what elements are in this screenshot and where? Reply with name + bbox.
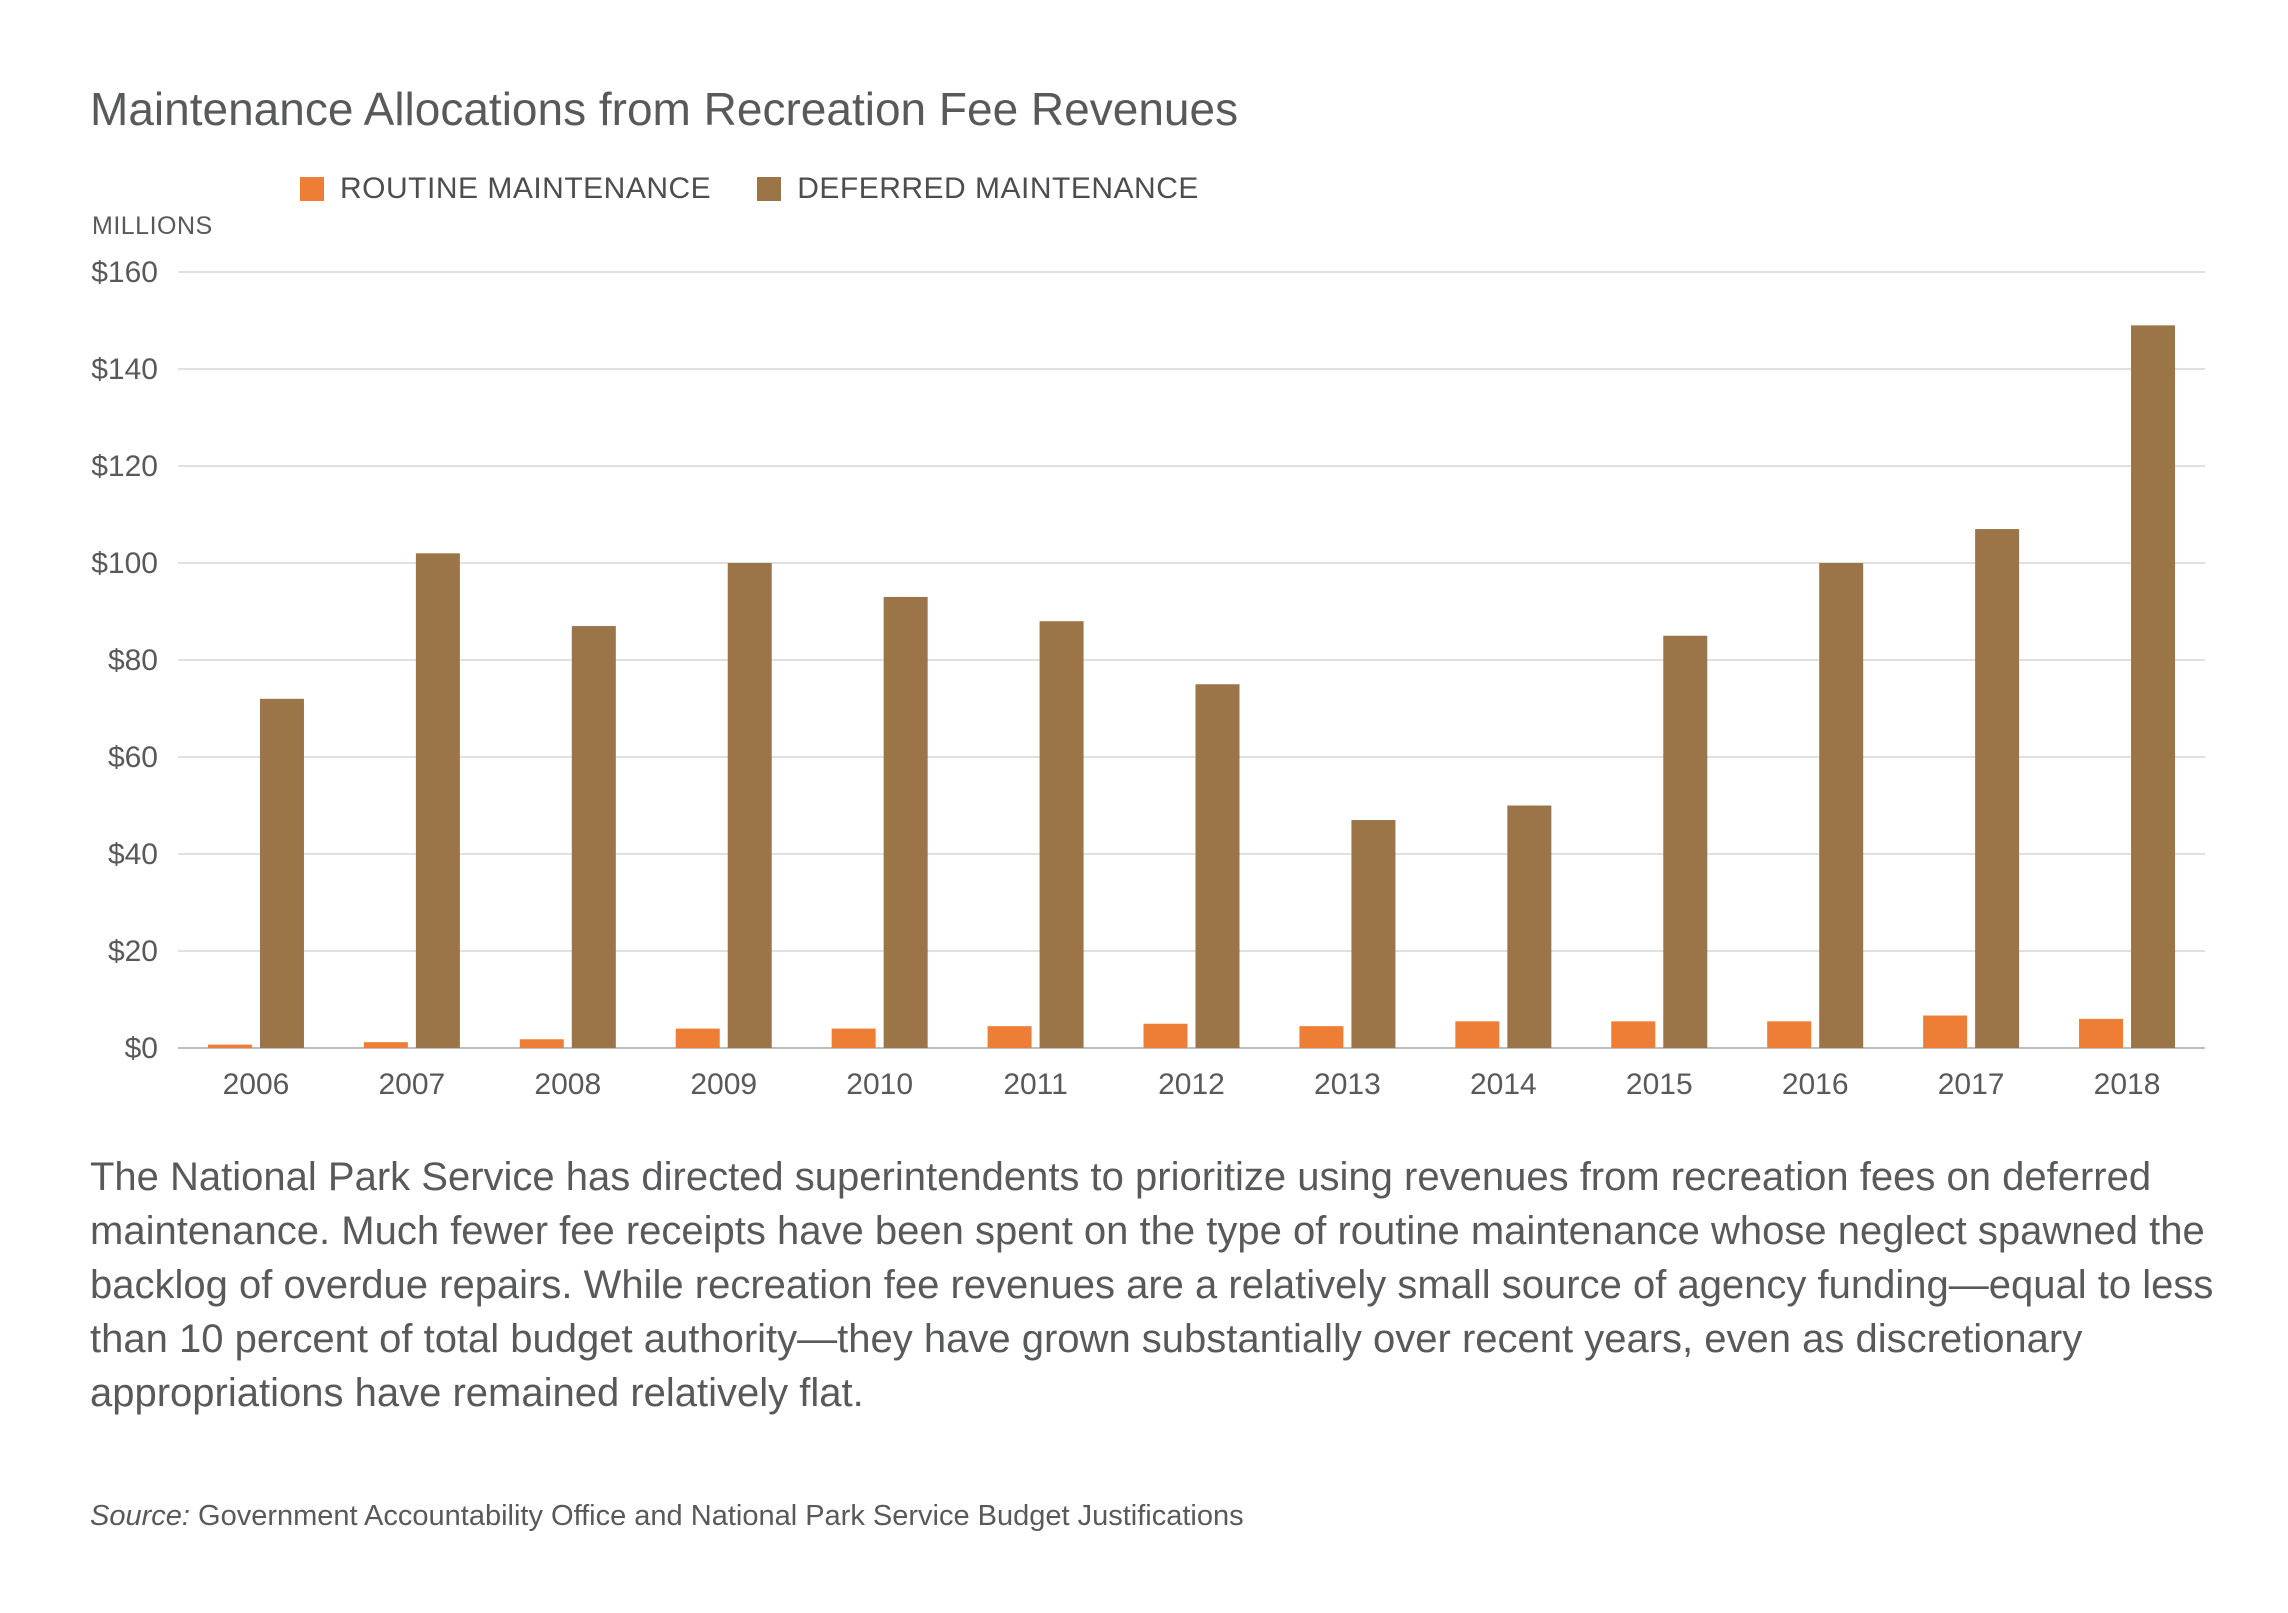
bar-deferred <box>571 626 616 1048</box>
bar-deferred <box>1039 621 1084 1048</box>
bar-deferred <box>2131 325 2176 1049</box>
bar-routine <box>675 1028 720 1048</box>
legend-label-routine: ROUTINE MAINTENANCE <box>340 172 712 205</box>
bar-deferred <box>415 553 460 1048</box>
bar-deferred <box>259 698 304 1048</box>
x-tick-label: 2007 <box>379 1068 446 1101</box>
y-tick-label: $80 <box>108 644 158 677</box>
y-tick-label: $0 <box>125 1032 158 1065</box>
bar-deferred <box>1975 529 2020 1048</box>
x-tick-label: 2010 <box>846 1068 913 1101</box>
x-tick-label: 2013 <box>1314 1068 1381 1101</box>
bar-deferred <box>1351 820 1396 1048</box>
bar-routine <box>831 1028 876 1048</box>
bar-routine <box>207 1044 252 1048</box>
bar-routine <box>1455 1021 1500 1048</box>
bar-routine <box>519 1039 564 1048</box>
bar-deferred <box>1663 635 1708 1048</box>
bar-routine <box>1767 1021 1812 1048</box>
y-tick-label: $120 <box>91 450 158 483</box>
x-tick-label: 2017 <box>1938 1068 2005 1101</box>
description-paragraph: The National Park Service has directed s… <box>90 1155 2214 1415</box>
chart-title: Maintenance Allocations from Recreation … <box>90 83 1239 135</box>
bar-deferred <box>727 563 772 1048</box>
bar-routine <box>363 1042 408 1048</box>
bar-deferred <box>1195 684 1240 1048</box>
legend: ROUTINE MAINTENANCE DEFERRED MAINTENANCE <box>300 172 1199 206</box>
bar-routine <box>1299 1026 1344 1048</box>
bar-chart: $0 $20 $40 $60 $80 $100 $120 $140 $160 2006 2007 20… <box>91 256 2205 1101</box>
x-tick-label: 2016 <box>1782 1068 1849 1101</box>
legend-item-deferred: DEFERRED MAINTENANCE <box>757 172 1199 206</box>
y-tick-label: $140 <box>91 353 158 386</box>
legend-label-deferred: DEFERRED MAINTENANCE <box>797 172 1199 205</box>
x-tick-label: 2011 <box>1003 1068 1068 1101</box>
bar-deferred <box>1819 563 1864 1048</box>
bar-routine <box>1611 1021 1656 1048</box>
y-tick-label: $100 <box>91 547 158 580</box>
legend-swatch-deferred <box>757 177 782 201</box>
source-label: Source: <box>90 1500 190 1532</box>
y-tick-label: $20 <box>108 935 158 968</box>
x-tick-label: 2018 <box>2094 1068 2161 1101</box>
x-tick-label: 2009 <box>690 1068 757 1101</box>
x-tick-label: 2008 <box>534 1068 601 1101</box>
bar-routine <box>2079 1018 2124 1048</box>
legend-item-routine: ROUTINE MAINTENANCE <box>300 172 711 206</box>
y-tick-label: $40 <box>108 838 158 871</box>
source-note: Source: Government Accountability Office… <box>90 1500 1244 1533</box>
y-tick-label: $160 <box>91 256 158 289</box>
bar-deferred <box>1507 805 1552 1048</box>
bar-routine <box>1143 1023 1188 1048</box>
bar-deferred <box>883 596 928 1048</box>
bar-routine <box>1923 1015 1968 1048</box>
source-text: Government Accountability Office and Nat… <box>198 1500 1244 1532</box>
y-tick-label: $60 <box>108 741 158 774</box>
x-tick-label: 2012 <box>1158 1068 1225 1101</box>
legend-swatch-routine <box>300 177 324 201</box>
x-tick-label: 2006 <box>223 1068 290 1101</box>
y-axis-unit-label: MILLIONS <box>92 212 213 240</box>
x-tick-label: 2015 <box>1626 1068 1693 1101</box>
x-tick-label: 2014 <box>1470 1068 1537 1101</box>
bar-routine <box>987 1026 1032 1048</box>
